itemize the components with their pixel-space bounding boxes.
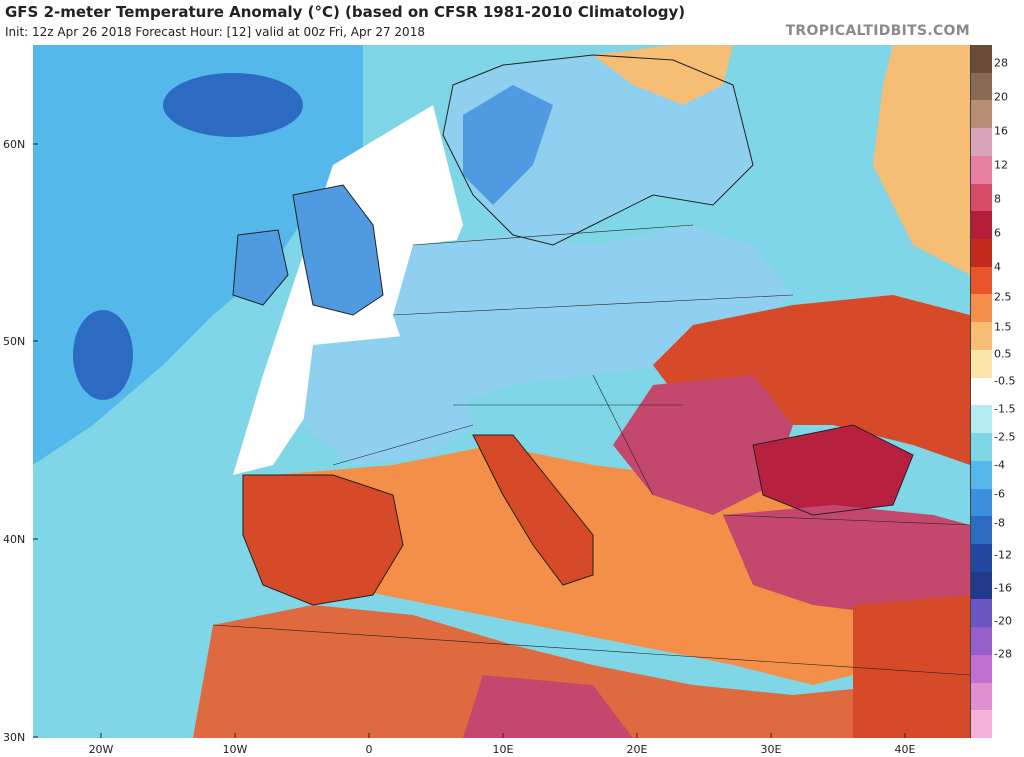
colorbar-label: 1.5 [994, 320, 1012, 334]
france-cool [303, 335, 473, 465]
temperature-anomaly-map[interactable] [33, 45, 970, 738]
great-britain [293, 185, 383, 315]
colorbar-swatch [970, 682, 992, 711]
eastern-europe-hot [653, 295, 970, 465]
lat-label-60n: 60N [3, 138, 26, 151]
italy-hot [473, 435, 593, 585]
russia-north-warm [873, 45, 970, 275]
atlantic-subtropical [33, 605, 213, 738]
colorbar-swatch [970, 377, 992, 406]
colorbar-swatch [970, 128, 992, 157]
colorbar-label: 6 [994, 226, 1001, 240]
lon-label-10w: 10W [222, 743, 248, 756]
colorbar-swatch [970, 155, 992, 185]
lon-label-0: 0 [365, 743, 373, 756]
colorbar-label: 0.5 [994, 347, 1012, 361]
lon-label-10e: 10E [492, 743, 514, 756]
lon-label-20w: 20W [88, 743, 114, 756]
colorbar-swatch [970, 710, 992, 739]
central-europe-cold [393, 225, 793, 405]
temperature-colorbar: 28 20 16 12 8 6 4 2.5 1.5 0.5 -0.5 -1.5 -2.5 -4 -6 -8 -1… [970, 45, 1024, 739]
colorbar-label: 12 [994, 158, 1008, 172]
colorbar-label: 20 [994, 90, 1008, 104]
country-borders [212, 224, 970, 676]
colorbar-label: -12 [994, 548, 1012, 562]
iberia-hot [243, 475, 403, 605]
colorbar-label: -20 [994, 614, 1012, 628]
colorbar-swatch [970, 322, 992, 351]
lat-label-50n: 50N [3, 335, 26, 348]
brand-watermark[interactable]: TROPICALTIDBITS.COM [785, 23, 970, 39]
colorbar-swatch [970, 294, 992, 323]
north-africa-hot [193, 605, 970, 738]
colorbar-swatch [970, 45, 992, 74]
colorbar-swatch [970, 488, 992, 517]
colorbar-swatch [970, 571, 992, 600]
colorbar-swatch [970, 211, 992, 240]
turkey-extreme [723, 505, 970, 615]
colorbar-swatch [970, 183, 992, 212]
colorbar-label: -0.5 [994, 374, 1016, 388]
lon-label-20e: 20E [626, 743, 648, 756]
lat-label-40n: 40N [3, 533, 26, 546]
sahara-extreme [463, 675, 633, 738]
iceland-cold-core [163, 73, 303, 137]
colorbar-swatch [970, 599, 992, 628]
colorbar-swatch [970, 627, 992, 656]
atlantic-cold-core [73, 310, 133, 400]
colorbar-swatch [970, 433, 992, 462]
balkans-very-hot [613, 375, 793, 515]
lon-label-30e: 30E [760, 743, 782, 756]
colorbar-label: 4 [994, 260, 1001, 274]
colorbar-label: 28 [994, 56, 1008, 70]
map-canvas [33, 45, 970, 738]
colorbar-label: 16 [994, 124, 1008, 138]
colorbar-label: -8 [994, 516, 1005, 530]
colorbar-label: 8 [994, 192, 1001, 206]
ireland [233, 230, 288, 305]
colorbar-swatch [970, 460, 992, 490]
colorbar-label: -1.5 [994, 402, 1016, 416]
colorbar-label: 2.5 [994, 290, 1012, 304]
colorbar-swatch [970, 266, 992, 295]
colorbar-swatch [970, 72, 992, 101]
colorbar-swatch [970, 516, 992, 545]
colorbar-label: -4 [994, 458, 1005, 472]
arctic-warm-cap [593, 45, 733, 105]
colorbar-swatch [970, 349, 992, 379]
coastlines [232, 54, 914, 606]
lat-label-30n: 30N [3, 731, 26, 744]
colorbar-label: -28 [994, 647, 1012, 661]
grid-ticks [33, 143, 906, 738]
colorbar-label: -16 [994, 581, 1012, 595]
lon-label-40e: 40E [894, 743, 916, 756]
colorbar-label: -2.5 [994, 430, 1016, 444]
colorbar-swatch [970, 405, 992, 434]
colorbar-swatch [970, 543, 992, 573]
chart-subtitle: Init: 12z Apr 26 2018 Forecast Hour: [12… [5, 25, 425, 39]
black-sea-hot [753, 425, 913, 515]
colorbar-swatch [970, 654, 992, 684]
colorbar-swatch [970, 100, 992, 129]
chart-title: GFS 2-meter Temperature Anomaly (°C) (ba… [5, 3, 686, 21]
colorbar-swatch [970, 239, 992, 268]
norway-cold [463, 85, 553, 205]
colorbar-label: -6 [994, 487, 1005, 501]
middle-east-hot [853, 595, 970, 738]
